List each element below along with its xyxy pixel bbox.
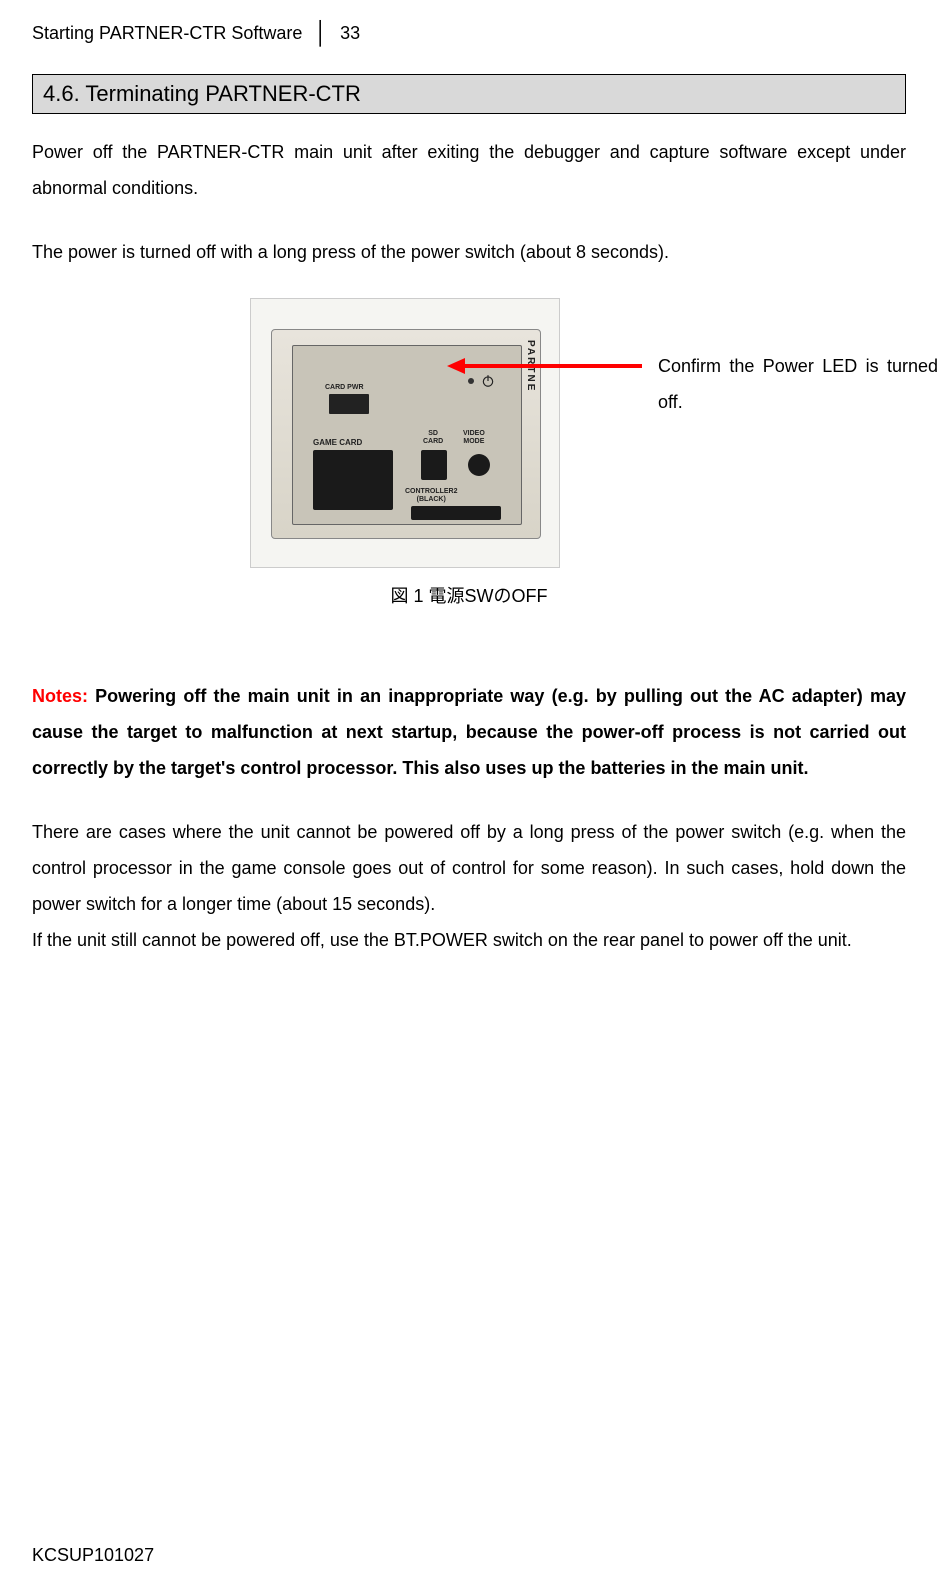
footer-code: KCSUP101027 <box>32 1545 154 1566</box>
sd-card-slot-icon <box>421 450 447 480</box>
arrow-head <box>447 358 465 374</box>
controller-port-icon <box>411 506 501 520</box>
paragraph-2: The power is turned off with a long pres… <box>32 234 906 270</box>
paragraph-3: There are cases where the unit cannot be… <box>32 814 906 922</box>
paragraph-4: If the unit still cannot be powered off,… <box>32 922 906 958</box>
notes-label: Notes: <box>32 686 88 706</box>
figure-caption: 図 1 電源SWのOFF <box>32 582 906 608</box>
header-title: Starting PARTNER-CTR Software <box>32 23 302 44</box>
card-pwr-label: CARD PWR <box>325 384 364 391</box>
power-led-icon <box>468 378 474 384</box>
game-card-label: GAME CARD <box>313 438 362 447</box>
section-heading: 4.6. Terminating PARTNER-CTR <box>32 74 906 114</box>
sd-card-label: SDCARD <box>423 430 443 445</box>
video-mode-button-icon <box>468 454 490 476</box>
notes-paragraph: Notes: Powering off the main unit in an … <box>32 678 906 786</box>
section-number: 4.6. <box>43 81 80 106</box>
page-header: Starting PARTNER-CTR Software │ 33 <box>32 20 906 46</box>
controller-label: CONTROLLER2(BLACK) <box>405 488 458 503</box>
figure-area: PARTNE CARD PWR GAME CARD SDCARD VIDEOMO… <box>32 298 906 638</box>
card-pwr-selector <box>329 394 369 414</box>
header-page-number: 33 <box>340 23 360 44</box>
callout-arrow-icon <box>447 358 642 374</box>
arrow-line <box>462 364 642 368</box>
header-separator: │ <box>314 20 328 46</box>
game-card-slot-icon <box>313 450 393 510</box>
video-mode-label: VIDEOMODE <box>463 430 485 445</box>
notes-text: Powering off the main unit in an inappro… <box>32 686 906 778</box>
device-photo: PARTNE CARD PWR GAME CARD SDCARD VIDEOMO… <box>250 298 560 568</box>
callout-text: Confirm the Power LED is turned off. <box>658 348 938 420</box>
section-title: Terminating PARTNER-CTR <box>85 81 360 106</box>
power-symbol-icon <box>481 374 495 388</box>
paragraph-1: Power off the PARTNER-CTR main unit afte… <box>32 134 906 206</box>
